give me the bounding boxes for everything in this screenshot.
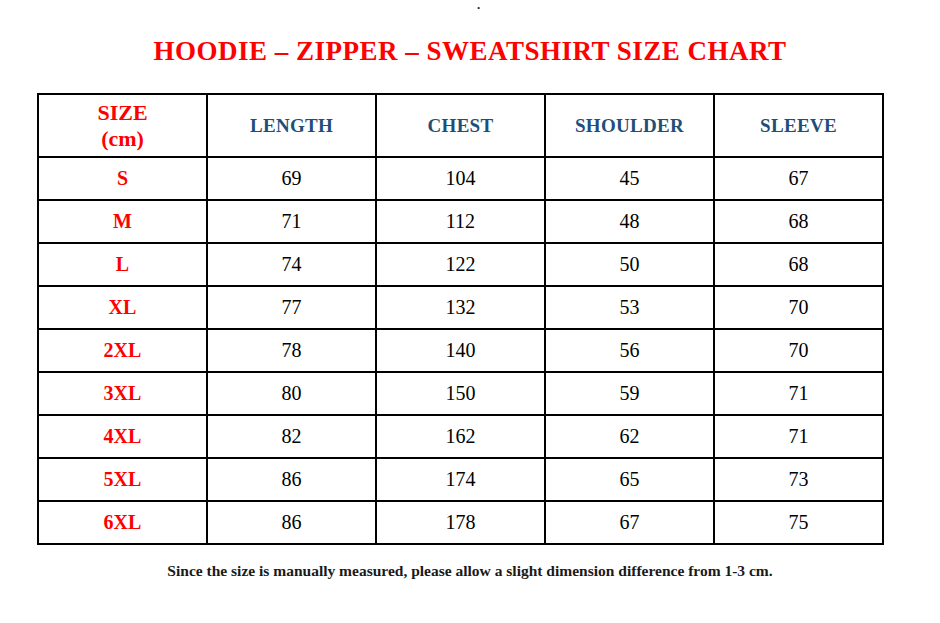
chest-value: 104 bbox=[376, 157, 545, 200]
chest-value: 132 bbox=[376, 286, 545, 329]
table-row: M 71 112 48 68 bbox=[38, 200, 883, 243]
table-row: 3XL 80 150 59 71 bbox=[38, 372, 883, 415]
length-value: 86 bbox=[207, 501, 376, 544]
chest-value: 162 bbox=[376, 415, 545, 458]
table-row: 6XL 86 178 67 75 bbox=[38, 501, 883, 544]
size-chart-page: . HOODIE – ZIPPER – SWEATSHIRT SIZE CHAR… bbox=[0, 0, 940, 623]
table-row: L 74 122 50 68 bbox=[38, 243, 883, 286]
size-label: S bbox=[38, 157, 207, 200]
table-row: XL 77 132 53 70 bbox=[38, 286, 883, 329]
shoulder-value: 59 bbox=[545, 372, 714, 415]
sleeve-value: 71 bbox=[714, 372, 883, 415]
size-label: XL bbox=[38, 286, 207, 329]
chest-value: 178 bbox=[376, 501, 545, 544]
shoulder-value: 65 bbox=[545, 458, 714, 501]
size-label: 5XL bbox=[38, 458, 207, 501]
length-value: 86 bbox=[207, 458, 376, 501]
size-label: 4XL bbox=[38, 415, 207, 458]
column-header-size-line2: (cm) bbox=[39, 126, 206, 151]
sleeve-value: 75 bbox=[714, 501, 883, 544]
shoulder-value: 56 bbox=[545, 329, 714, 372]
column-header-chest: CHEST bbox=[376, 94, 545, 157]
length-value: 74 bbox=[207, 243, 376, 286]
shoulder-value: 62 bbox=[545, 415, 714, 458]
sleeve-value: 67 bbox=[714, 157, 883, 200]
shoulder-value: 48 bbox=[545, 200, 714, 243]
chest-value: 112 bbox=[376, 200, 545, 243]
length-value: 71 bbox=[207, 200, 376, 243]
size-label: 3XL bbox=[38, 372, 207, 415]
sleeve-value: 70 bbox=[714, 286, 883, 329]
column-header-size: SIZE (cm) bbox=[38, 94, 207, 157]
shoulder-value: 53 bbox=[545, 286, 714, 329]
sleeve-value: 68 bbox=[714, 200, 883, 243]
sleeve-value: 71 bbox=[714, 415, 883, 458]
sleeve-value: 73 bbox=[714, 458, 883, 501]
stray-dot-mark: . bbox=[477, 0, 480, 12]
length-value: 78 bbox=[207, 329, 376, 372]
table-row: S 69 104 45 67 bbox=[38, 157, 883, 200]
chest-value: 122 bbox=[376, 243, 545, 286]
chest-value: 150 bbox=[376, 372, 545, 415]
sleeve-value: 68 bbox=[714, 243, 883, 286]
table-header-row: SIZE (cm) LENGTH CHEST SHOULDER SLEEVE bbox=[38, 94, 883, 157]
column-header-length: LENGTH bbox=[207, 94, 376, 157]
length-value: 77 bbox=[207, 286, 376, 329]
table-row: 4XL 82 162 62 71 bbox=[38, 415, 883, 458]
shoulder-value: 45 bbox=[545, 157, 714, 200]
size-chart-table: SIZE (cm) LENGTH CHEST SHOULDER SLEEVE S… bbox=[37, 93, 884, 545]
size-label: M bbox=[38, 200, 207, 243]
page-title: HOODIE – ZIPPER – SWEATSHIRT SIZE CHART bbox=[0, 0, 940, 67]
column-header-sleeve: SLEEVE bbox=[714, 94, 883, 157]
size-label: 6XL bbox=[38, 501, 207, 544]
column-header-shoulder: SHOULDER bbox=[545, 94, 714, 157]
chest-value: 174 bbox=[376, 458, 545, 501]
length-value: 80 bbox=[207, 372, 376, 415]
size-label: L bbox=[38, 243, 207, 286]
column-header-size-line1: SIZE bbox=[39, 100, 206, 125]
footnote: Since the size is manually measured, ple… bbox=[0, 545, 940, 580]
sleeve-value: 70 bbox=[714, 329, 883, 372]
size-label: 2XL bbox=[38, 329, 207, 372]
table-row: 5XL 86 174 65 73 bbox=[38, 458, 883, 501]
chest-value: 140 bbox=[376, 329, 545, 372]
shoulder-value: 50 bbox=[545, 243, 714, 286]
length-value: 69 bbox=[207, 157, 376, 200]
table-row: 2XL 78 140 56 70 bbox=[38, 329, 883, 372]
length-value: 82 bbox=[207, 415, 376, 458]
shoulder-value: 67 bbox=[545, 501, 714, 544]
